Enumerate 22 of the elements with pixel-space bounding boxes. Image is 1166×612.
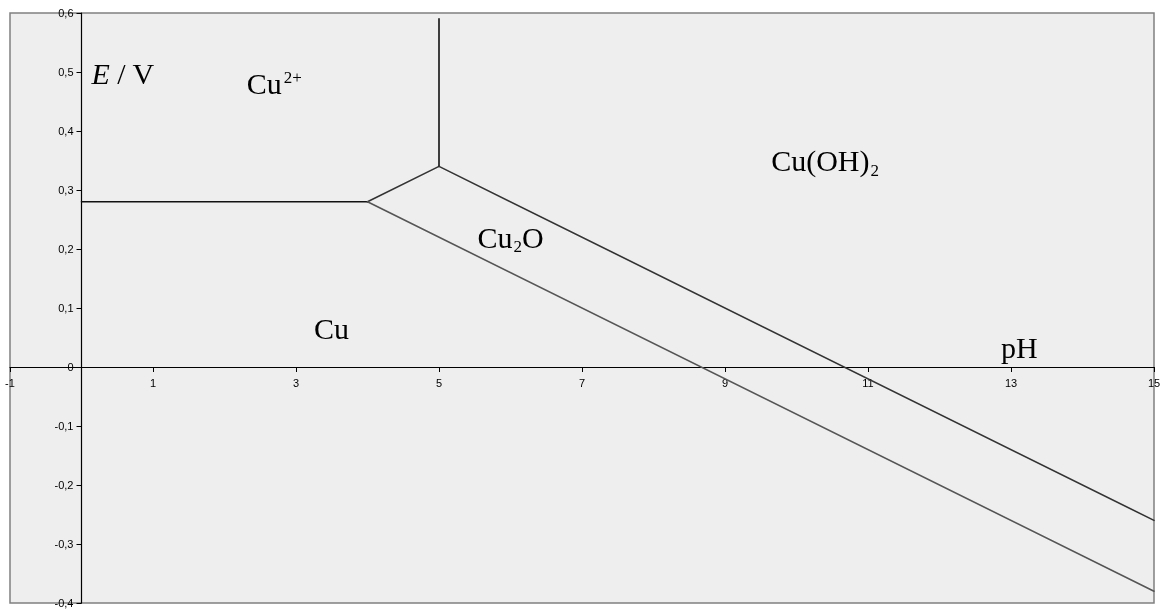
x-tick-label: 1 [149, 376, 157, 389]
y-tick-label: -0,4 [54, 597, 74, 609]
y-tick-label: 0,2 [58, 243, 74, 255]
x-tick-label: 7 [578, 376, 586, 389]
x-tick-label: 13 [1004, 376, 1018, 389]
y-tick-label: 0,4 [58, 125, 74, 137]
x-axis-title: pH [1001, 330, 1038, 364]
y-tick-label: -0,2 [54, 479, 74, 491]
y-tick-label: 0,1 [58, 302, 74, 314]
y-tick-label: 0,3 [58, 184, 74, 196]
x-tick-label: 15 [1147, 376, 1161, 389]
x-tick-label: 3 [292, 376, 300, 389]
y-tick-label: -0,1 [54, 420, 74, 432]
y-tick-label: -0,3 [54, 538, 74, 550]
x-tick-label: 9 [721, 376, 729, 389]
x-tick-label: 11 [862, 376, 874, 389]
y-axis-title: E / V [90, 56, 155, 90]
y-tick-label: 0,5 [58, 66, 74, 78]
y-tick-label: 0,6 [58, 7, 74, 19]
x-tick-label: 5 [435, 376, 443, 389]
annotation: Cu [313, 312, 349, 346]
x-tick-label: -1 [5, 376, 15, 389]
